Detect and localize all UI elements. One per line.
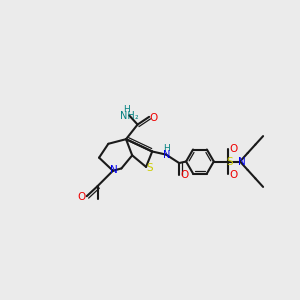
Text: ₂: ₂ [134, 112, 138, 121]
Text: S: S [226, 157, 232, 167]
Text: O: O [180, 170, 189, 180]
Text: O: O [77, 192, 86, 202]
Text: N: N [238, 157, 245, 167]
Text: O: O [150, 112, 158, 123]
Text: N: N [110, 165, 118, 175]
Text: S: S [147, 164, 153, 173]
Text: H: H [123, 105, 129, 114]
Text: N: N [163, 150, 170, 160]
Text: NH: NH [120, 111, 135, 121]
Text: H: H [164, 144, 170, 153]
Text: O: O [229, 169, 237, 180]
Text: O: O [229, 144, 237, 154]
